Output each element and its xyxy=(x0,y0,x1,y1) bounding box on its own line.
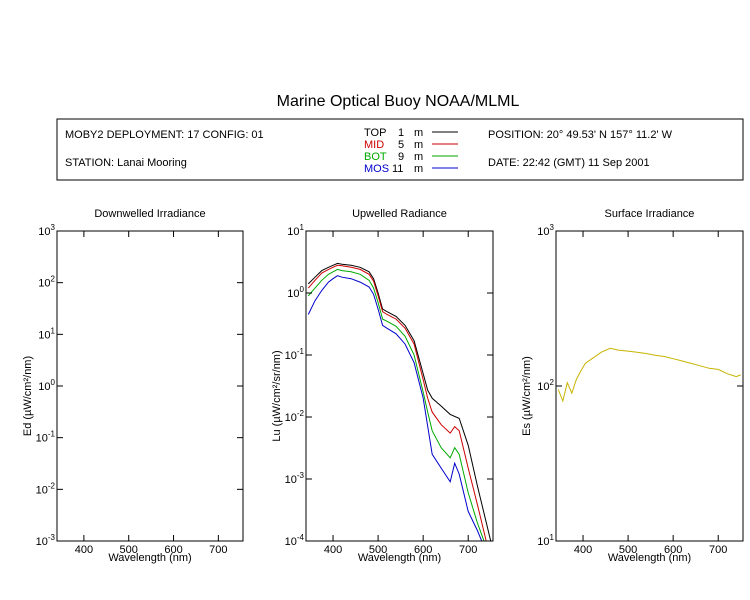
y-axis-label: Lu (µW/cm²/sr/nm) xyxy=(271,350,283,441)
chart-3: Surface Irradiance 400 500 600 700 103 102 101 W… xyxy=(521,208,744,564)
depth-unit: m xyxy=(414,163,423,175)
y-tick-label: 10-1 xyxy=(36,430,56,445)
y-tick-label: 100 xyxy=(287,285,304,300)
series-line-1 xyxy=(557,347,741,403)
x-tick-label: 400 xyxy=(574,544,592,556)
x-tick-label: 500 xyxy=(619,544,637,556)
series-line-mid xyxy=(307,264,487,541)
y-tick-label: 10-2 xyxy=(36,481,56,496)
y-tick-label: 100 xyxy=(38,378,55,393)
depth-unit: m xyxy=(414,139,423,151)
series-line-mos xyxy=(307,275,483,541)
x-tick-label: 400 xyxy=(324,544,342,556)
depth-unit: m xyxy=(414,127,423,139)
depth-label-mos: MOS xyxy=(364,163,389,175)
chart-title: Downwelled Irradiance xyxy=(94,208,205,220)
y-tick-label: 103 xyxy=(38,223,55,238)
chart-title: Surface Irradiance xyxy=(605,208,695,220)
y-axis-label: Ed (µW/cm²/nm) xyxy=(22,356,34,436)
chart-title: Upwelled Radiance xyxy=(352,208,447,220)
x-axis-label: Wavelength (nm) xyxy=(608,552,691,564)
plot-frame xyxy=(555,230,744,542)
x-tick-label: 400 xyxy=(75,544,93,556)
info-box xyxy=(56,118,744,181)
y-tick-label: 10-2 xyxy=(285,409,305,424)
series-line-top xyxy=(307,262,492,541)
deployment-text: MOBY2 DEPLOYMENT: 17 CONFIG: 01 xyxy=(65,129,264,141)
y-tick-label: 10-1 xyxy=(285,347,305,362)
depth-value: 1 xyxy=(398,127,404,139)
y-tick-label: 103 xyxy=(537,223,554,238)
x-tick-label: 600 xyxy=(664,544,682,556)
x-tick-label: 700 xyxy=(709,544,727,556)
y-tick-label: 10-3 xyxy=(36,533,56,548)
x-tick-label: 500 xyxy=(369,544,387,556)
x-tick-label: 600 xyxy=(414,544,432,556)
y-tick-label: 10-3 xyxy=(285,471,305,486)
series-line-bot xyxy=(307,268,485,541)
date-text: DATE: 22:42 (GMT) 11 Sep 2001 xyxy=(488,157,650,169)
y-axis-label: Es (µW/cm²/nm) xyxy=(521,356,533,436)
chart-1: Downwelled Irradiance 400 500 600 700 103 102 1… xyxy=(22,208,244,564)
x-axis-label: Wavelength (nm) xyxy=(358,552,441,564)
depth-value: 9 xyxy=(398,151,404,163)
plot-frame xyxy=(305,230,494,542)
depth-unit: m xyxy=(414,151,423,163)
x-tick-label: 700 xyxy=(459,544,477,556)
depth-value: 11 xyxy=(392,163,403,175)
x-tick-label: 500 xyxy=(120,544,138,556)
depth-label-mid: MID xyxy=(364,139,384,151)
y-tick-label: 101 xyxy=(38,326,55,341)
figure-title: Marine Optical Buoy NOAA/MLML xyxy=(277,93,520,110)
x-tick-label: 600 xyxy=(164,544,182,556)
y-tick-label: 101 xyxy=(287,223,304,238)
y-tick-label: 102 xyxy=(38,275,55,290)
position-text: POSITION: 20° 49.53' N 157° 11.2' W xyxy=(488,129,673,141)
plot-frame xyxy=(56,230,244,542)
x-tick-label: 700 xyxy=(209,544,227,556)
y-tick-label: 101 xyxy=(537,533,554,548)
x-axis-label: Wavelength (nm) xyxy=(108,552,191,564)
y-tick-label: 102 xyxy=(537,378,554,393)
chart-2: Upwelled Radiance 400 500 600 700 101 100 10-1 1… xyxy=(271,208,494,564)
depth-label-top: TOP xyxy=(364,127,386,139)
y-tick-label: 10-4 xyxy=(285,533,305,548)
depth-label-bot: BOT xyxy=(364,151,387,163)
depth-value: 5 xyxy=(398,139,404,151)
station-text: STATION: Lanai Mooring xyxy=(65,157,187,169)
